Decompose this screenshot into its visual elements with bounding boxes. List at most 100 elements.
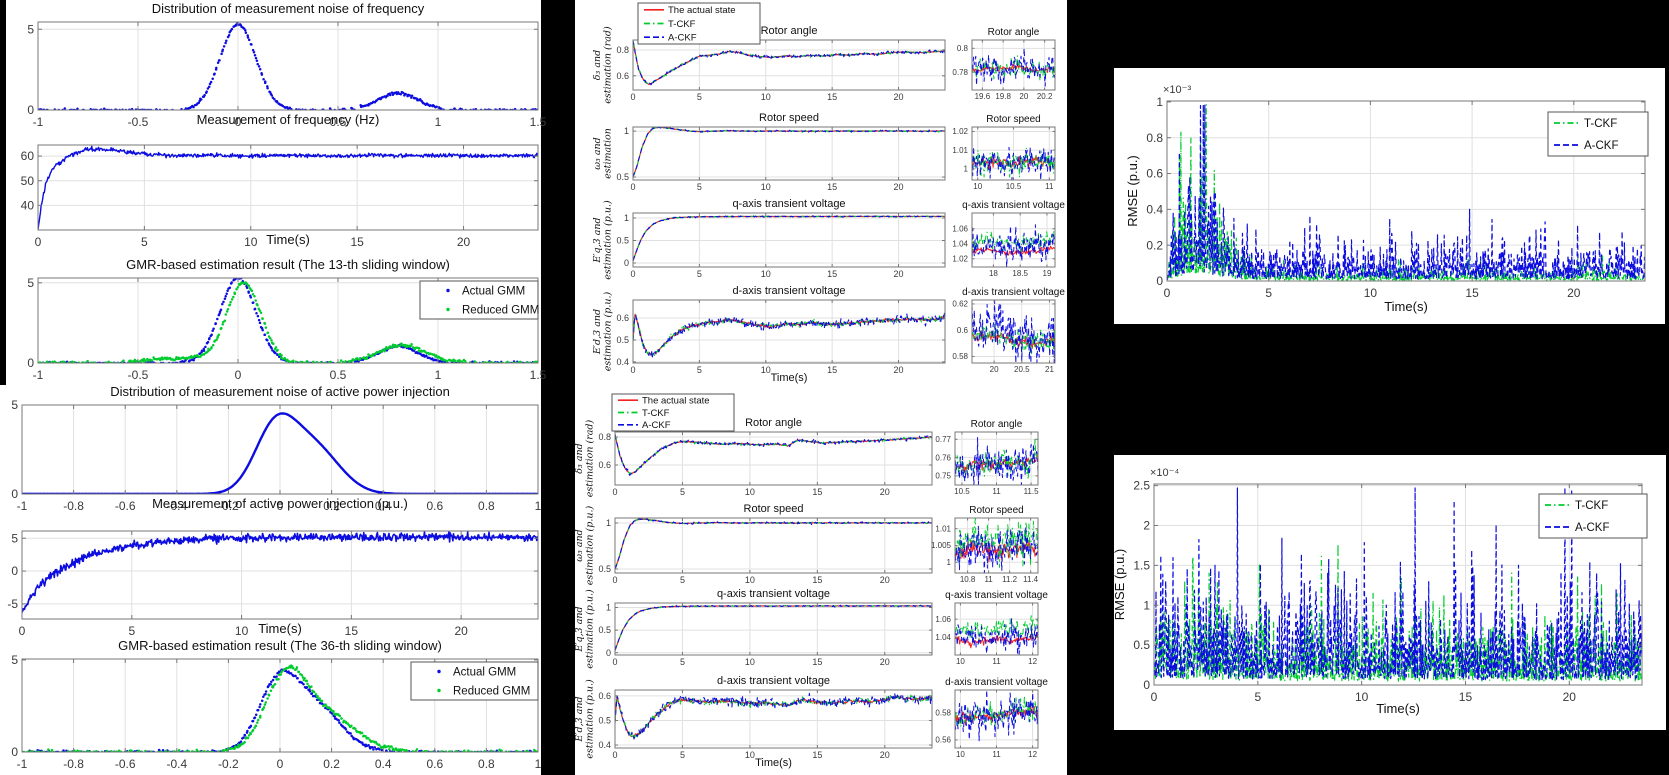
x-tick-label: 0.2 xyxy=(323,757,340,771)
x-tick-label: 5 xyxy=(680,575,685,585)
x-tick-label: 5 xyxy=(697,269,702,279)
y-axis-label: E′d,3 and xyxy=(574,696,585,742)
plot-title: q-axis transient voltage xyxy=(717,588,830,600)
x-tick-label: 0 xyxy=(630,269,635,279)
x-tick-label: 15 xyxy=(1465,286,1479,300)
x-tick-label: 11 xyxy=(992,750,1001,759)
plot-title: q-axis transient voltage xyxy=(732,198,845,210)
x-axis-label: Time(s) xyxy=(1376,701,1420,716)
y-tick-label: 1.01 xyxy=(935,524,951,533)
plot-M7i: 10 11 12 1.04 1.06 q-axis transient voltage xyxy=(935,590,1048,666)
y-tick-label: 0.8 xyxy=(616,45,629,55)
y-tick-label: 0.4 xyxy=(616,357,629,367)
y-tick-label: -5 xyxy=(7,597,18,611)
axes-box xyxy=(1166,100,1646,282)
x-tick-label: 20 xyxy=(1567,286,1581,300)
y-tick-label: 0.6 xyxy=(616,313,629,323)
x-tick-label: -1 xyxy=(33,115,44,129)
plot-M4: 0 5 10 15 20 0.4 0.5 0.6 d-axis transient voltag… xyxy=(592,285,946,384)
plot-title: Rotor angle xyxy=(988,27,1040,38)
x-tick-label: -0.6 xyxy=(115,499,136,513)
x-tick-label: 1 xyxy=(535,757,542,771)
x-tick-label: 0.5 xyxy=(330,368,347,382)
y-tick-label: 0 xyxy=(1156,274,1163,288)
legend-box xyxy=(1538,493,1648,539)
plot-series xyxy=(971,47,1056,87)
x-tick-label: 0 xyxy=(1164,286,1171,300)
y-tick-label: 1.06 xyxy=(935,615,951,624)
axes-box xyxy=(632,126,946,181)
axes-box xyxy=(614,602,933,656)
plot-title: Rotor angle xyxy=(971,419,1023,430)
y-axis-label: E′q,3 and xyxy=(574,606,585,652)
x-tick-label: 0.2 xyxy=(323,499,340,513)
x-tick-label: 10 xyxy=(761,269,771,279)
plot-series xyxy=(614,604,933,651)
plot-M7: 0 5 10 15 20 0 0.5 1 q-axis transient voltage E′q… xyxy=(574,588,933,669)
y-tick-label: 5 xyxy=(11,531,18,545)
x-tick-label: 5 xyxy=(697,365,702,375)
x-tick-label: 5 xyxy=(680,750,685,760)
legend-box xyxy=(419,280,539,320)
legend-label: Actual GMM xyxy=(462,286,525,298)
x-tick-label: 15 xyxy=(812,750,822,760)
plot-series xyxy=(971,224,1056,268)
plot-title: d-axis transient voltage xyxy=(732,285,845,297)
x-tick-label: 10.5 xyxy=(954,487,970,496)
y-axis-label: estimation (p.u.) xyxy=(603,200,614,280)
x-tick-label: 20 xyxy=(894,365,904,375)
x-tick-label: 21 xyxy=(1045,365,1054,374)
x-tick-label: 15 xyxy=(812,575,822,585)
y-tick-label: 0.2 xyxy=(1146,238,1163,252)
x-tick-label: 15 xyxy=(827,269,837,279)
plot-title: GMR-based estimation result (The 13-th s… xyxy=(126,257,450,272)
axes-box xyxy=(37,21,539,111)
x-tick-label: -0.5 xyxy=(128,368,149,382)
plot-title: Distribution of measurement noise of fre… xyxy=(152,1,425,16)
y-tick-label: 0 xyxy=(11,745,18,759)
y-tick-label: 0.58 xyxy=(935,709,951,718)
axes-box xyxy=(614,431,933,486)
axis-exponent-label: ×10⁻³ xyxy=(1163,84,1191,96)
y-tick-label: 0.5 xyxy=(616,172,629,182)
plot-series xyxy=(954,437,1039,486)
axes-box xyxy=(614,689,933,749)
x-tick-label: 5 xyxy=(1254,690,1261,704)
x-tick-label: 0 xyxy=(19,624,26,638)
plot-title: d-axis transient voltage xyxy=(962,287,1065,298)
y-tick-label: 0.8 xyxy=(957,44,969,53)
y-axis-label: δ₃ and xyxy=(592,50,603,80)
y-tick-label: 1 xyxy=(606,603,611,613)
x-tick-label: 15 xyxy=(345,624,359,638)
y-tick-label: 0.6 xyxy=(598,691,611,701)
x-tick-label: 15 xyxy=(827,182,837,192)
x-tick-label: 5 xyxy=(1265,286,1272,300)
x-tick-label: 20 xyxy=(1563,690,1577,704)
y-tick-label: 1.005 xyxy=(931,541,952,550)
y-tick-label: 0 xyxy=(624,258,629,268)
plot-series xyxy=(37,21,539,111)
plot-series xyxy=(1153,487,1643,682)
x-tick-label: 10 xyxy=(761,365,771,375)
x-tick-label: 1 xyxy=(435,368,442,382)
x-tick-label: 15 xyxy=(812,487,822,497)
x-tick-label: 1 xyxy=(535,499,542,513)
y-tick-label: 1.02 xyxy=(952,254,968,263)
plot-M8i: 10 11 12 0.56 0.58 d-axis transient voltage xyxy=(935,677,1048,759)
x-tick-label: 11 xyxy=(984,575,993,584)
y-tick-label: 0.4 xyxy=(1146,202,1163,216)
axes-box xyxy=(1153,483,1643,686)
x-tick-label: 20 xyxy=(894,182,904,192)
plot-title: Rotor angle xyxy=(745,417,802,429)
y-tick-label: 1.04 xyxy=(952,239,968,248)
x-tick-label: -0.8 xyxy=(63,757,84,771)
y-axis-label: estimation (rad) xyxy=(603,26,614,104)
x-tick-label: 10 xyxy=(745,487,755,497)
x-tick-label: 20.5 xyxy=(1014,365,1030,374)
x-tick-label: 1 xyxy=(435,115,442,129)
y-tick-label: 0.5 xyxy=(598,564,611,574)
axes-box xyxy=(37,144,539,231)
legend-label: Reduced GMM xyxy=(462,305,539,317)
legend-label: A-CKF xyxy=(668,32,697,43)
y-axis-label: estimation (p.u.) xyxy=(585,679,596,759)
